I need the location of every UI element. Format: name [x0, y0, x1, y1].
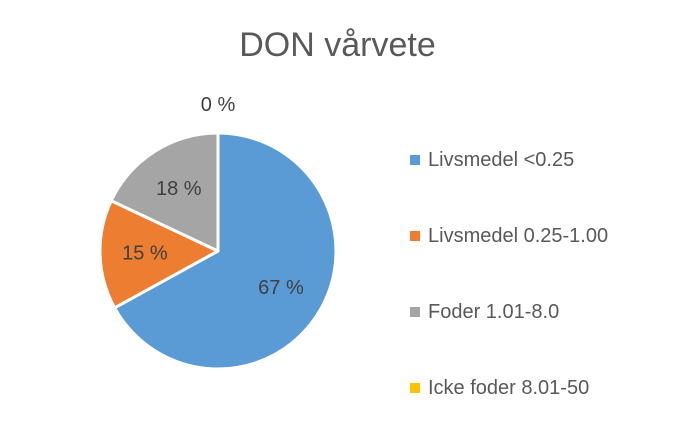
- chart-title: DON vårvete: [239, 26, 436, 64]
- data-label-livsmedel-0-25-1-00: 15 %: [122, 242, 168, 264]
- pie-slice-livsmedel-0-25-1-00: [98, 199, 220, 310]
- legend-label: Icke foder 8.01-50: [428, 376, 590, 399]
- legend-swatch: [410, 383, 420, 393]
- legend-label: Livsmedel 0.25-1.00: [428, 224, 609, 247]
- legend-swatch: [410, 155, 420, 165]
- legend-item-icke-foder-8-01-50: Icke foder 8.01-50: [410, 350, 608, 426]
- legend-swatch: [410, 231, 420, 241]
- data-label-livsmedel-0-25: 67 %: [258, 277, 304, 299]
- pie-slice-livsmedel-0-25: [113, 131, 338, 371]
- legend: Livsmedel <0.25 Livsmedel 0.25-1.00 Foder …: [410, 122, 608, 426]
- legend-swatch: [410, 307, 420, 317]
- legend-label: Livsmedel <0.25: [428, 148, 575, 171]
- legend-label: Foder 1.01-8.0: [428, 300, 560, 323]
- legend-item-livsmedel-0-25-1-00: Livsmedel 0.25-1.00: [410, 198, 608, 274]
- legend-item-foder-1-01-8-0: Foder 1.01-8.0: [410, 274, 608, 350]
- data-label-foder-1-01-8-0: 18 %: [156, 178, 202, 200]
- pie-slice-foder-1-01-8-0: [109, 131, 220, 253]
- legend-item-livsmedel-0-25: Livsmedel <0.25: [410, 122, 608, 198]
- data-label-icke-foder-8-01-50: 0 %: [201, 94, 236, 116]
